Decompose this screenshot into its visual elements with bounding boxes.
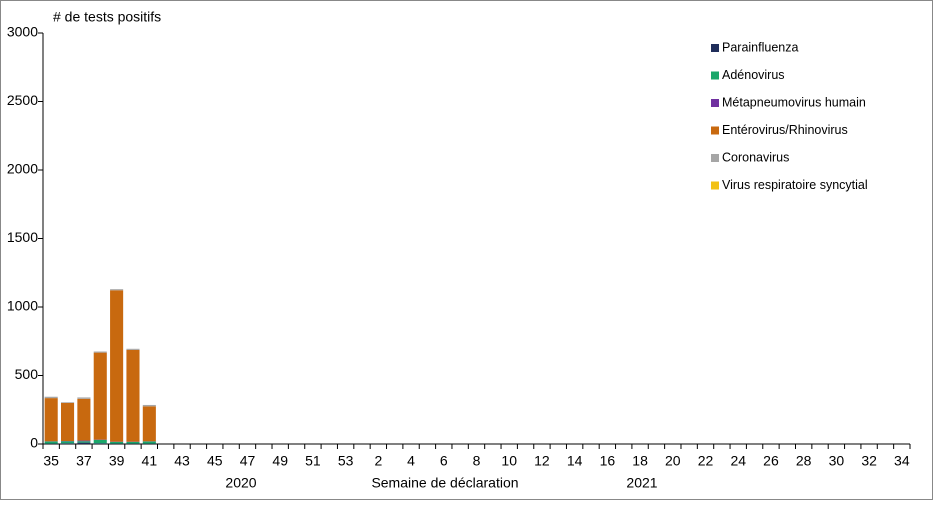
bar-segment [126,350,139,442]
year-label: 2021 [626,475,657,491]
legend-swatch [711,154,719,162]
bar-segment [77,441,90,442]
bar-segment [110,290,123,441]
x-tick-label: 24 [730,453,746,469]
x-tick-label: 32 [861,453,877,469]
bar-segment [126,442,139,444]
bar-segment [143,405,156,406]
x-tick-label: 41 [142,453,158,469]
bar-segment [94,353,107,440]
x-tick-label: 43 [174,453,190,469]
x-tick-label: 12 [534,453,550,469]
x-tick-label: 26 [763,453,779,469]
x-tick-label: 39 [109,453,125,469]
bar-segment [45,398,58,441]
year-label: 2020 [225,475,256,491]
bar-segment [143,442,156,444]
x-tick-label: 8 [473,453,481,469]
y-tick-label: 3000 [7,24,38,40]
y-tick-label: 0 [30,435,38,451]
bar-segment [61,441,74,443]
legend-label: Coronavirus [722,150,789,164]
bar-segment [45,397,58,398]
y-tick-label: 1500 [7,229,38,245]
legend-label: Virus respiratoire syncytial [722,178,868,192]
x-tick-label: 37 [76,453,92,469]
bar-segment [126,349,139,350]
y-tick-label: 1000 [7,298,38,314]
x-tick-label: 28 [796,453,812,469]
bar-segment [77,397,90,398]
bar-segment [110,442,123,444]
x-tick-label: 35 [43,453,59,469]
bar-segment [143,406,156,441]
legend-swatch [711,127,719,135]
legend-swatch [711,44,719,52]
bar-segment [94,443,107,444]
x-tick-label: 22 [698,453,714,469]
x-tick-label: 18 [632,453,648,469]
x-tick-label: 16 [600,453,616,469]
x-tick-label: 47 [240,453,256,469]
x-tick-label: 49 [272,453,288,469]
legend-label: Adénovirus [722,68,785,82]
x-tick-label: 30 [829,453,845,469]
legend-swatch [711,99,719,107]
bar-segment [61,403,74,441]
bar-segment [94,352,107,353]
x-tick-label: 45 [207,453,223,469]
legend-label: Parainfluenza [722,40,798,54]
x-tick-label: 51 [305,453,321,469]
x-tick-label: 6 [440,453,448,469]
legend-label: Entérovirus/Rhinovirus [722,123,848,137]
y-tick-label: 2000 [7,161,38,177]
bar-segment [110,289,123,290]
bar-segment [61,443,74,444]
y-axis-title: # de tests positifs [53,9,161,25]
x-tick-label: 53 [338,453,354,469]
legend-label: Métapneumovirus humain [722,95,866,109]
x-tick-label: 4 [407,453,415,469]
x-tick-label: 2 [374,453,382,469]
x-tick-label: 20 [665,453,681,469]
y-tick-label: 2500 [7,92,38,108]
y-tick-label: 500 [15,366,39,382]
bar-segment [45,442,58,444]
bar-segment [77,443,90,444]
legend-swatch [711,182,719,190]
bar-segment [94,440,107,443]
bar-segment [77,441,90,442]
x-axis-title: Semaine de déclaration [371,475,518,491]
bar-segment [61,402,74,403]
x-tick-label: 34 [894,453,910,469]
bar-segment [77,399,90,441]
x-tick-label: 14 [567,453,583,469]
legend-swatch [711,72,719,80]
x-tick-label: 10 [501,453,517,469]
